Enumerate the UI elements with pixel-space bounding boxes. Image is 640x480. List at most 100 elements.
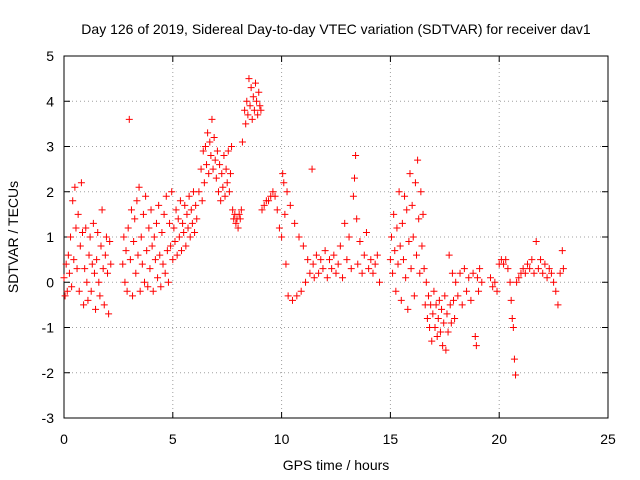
data-point: [68, 283, 76, 291]
data-point: [243, 97, 251, 105]
data-point: [232, 219, 240, 227]
data-point: [248, 115, 256, 123]
data-point: [220, 152, 228, 160]
data-point: [454, 292, 462, 300]
data-point: [534, 265, 542, 273]
data-point: [394, 260, 402, 268]
data-point: [120, 233, 128, 241]
data-point: [83, 278, 91, 286]
data-point: [80, 301, 88, 309]
data-point: [72, 224, 80, 232]
data-point: [438, 305, 446, 313]
data-point: [278, 233, 286, 241]
data-point: [284, 292, 292, 300]
data-point: [288, 296, 296, 304]
data-point: [330, 251, 338, 259]
data-point: [75, 287, 83, 295]
data-point: [286, 201, 294, 209]
data-point: [77, 179, 85, 187]
data-point: [129, 292, 137, 300]
data-point: [207, 152, 215, 160]
y-tick-label: -3: [42, 410, 55, 426]
data-point: [89, 219, 97, 227]
data-point: [365, 265, 373, 273]
data-point: [106, 238, 114, 246]
data-point: [434, 314, 442, 322]
data-point: [246, 102, 254, 110]
data-point: [173, 251, 181, 259]
data-point: [486, 274, 494, 282]
data-point: [269, 188, 277, 196]
data-point: [532, 238, 540, 246]
data-point: [224, 147, 232, 155]
data-point: [339, 274, 347, 282]
data-point: [244, 111, 252, 119]
data-point: [293, 292, 301, 300]
data-point: [476, 265, 484, 273]
data-point: [136, 287, 144, 295]
data-point: [141, 278, 149, 286]
data-point: [413, 251, 421, 259]
data-point: [423, 314, 431, 322]
data-point: [402, 274, 410, 282]
data-point: [76, 242, 84, 250]
data-point: [265, 197, 273, 205]
data-point: [64, 251, 72, 259]
data-point: [148, 242, 156, 250]
data-point: [85, 251, 93, 259]
data-point: [183, 210, 191, 218]
data-point: [502, 256, 510, 264]
data-point: [126, 256, 134, 264]
y-tick-label: 3: [46, 139, 54, 155]
data-point: [491, 278, 499, 286]
data-point: [493, 287, 501, 295]
data-point: [358, 269, 366, 277]
data-point: [95, 278, 103, 286]
data-point: [60, 274, 68, 282]
data-point: [371, 260, 379, 268]
x-axis-label: GPS time / hours: [283, 457, 390, 473]
data-point: [178, 247, 186, 255]
data-point: [297, 287, 305, 295]
data-point: [283, 188, 291, 196]
data-point: [410, 292, 418, 300]
data-point: [181, 201, 189, 209]
data-point: [507, 296, 515, 304]
data-point: [133, 197, 141, 205]
data-point: [441, 292, 449, 300]
data-point: [223, 179, 231, 187]
data-point: [321, 247, 329, 255]
data-point: [465, 274, 473, 282]
data-point: [445, 251, 453, 259]
data-point: [349, 192, 357, 200]
data-point: [203, 161, 211, 169]
data-point: [92, 305, 100, 313]
axis-ticks: [63, 55, 609, 419]
y-axis-label: SDTVAR / TECUs: [5, 181, 21, 293]
data-point: [123, 287, 131, 295]
data-point: [411, 179, 419, 187]
data-point: [182, 242, 190, 250]
data-point: [431, 324, 439, 331]
data-point: [369, 269, 377, 277]
data-point: [446, 301, 454, 309]
data-point: [408, 201, 416, 209]
data-point: [191, 228, 199, 236]
data-point: [281, 210, 289, 218]
data-point: [406, 170, 414, 178]
data-point: [249, 93, 257, 101]
x-tick-label: 25: [600, 431, 616, 447]
data-point: [139, 210, 147, 218]
data-point: [432, 301, 440, 309]
data-point: [325, 256, 333, 264]
y-tick-label: 1: [46, 229, 54, 245]
data-point: [221, 192, 229, 200]
x-tick-label: 0: [60, 431, 68, 447]
data-point: [186, 233, 194, 241]
data-point: [271, 192, 279, 200]
data-point: [70, 256, 78, 264]
y-tick-label: 2: [46, 184, 54, 200]
data-point: [238, 138, 246, 146]
data-point: [472, 342, 480, 350]
data-point: [469, 269, 477, 277]
